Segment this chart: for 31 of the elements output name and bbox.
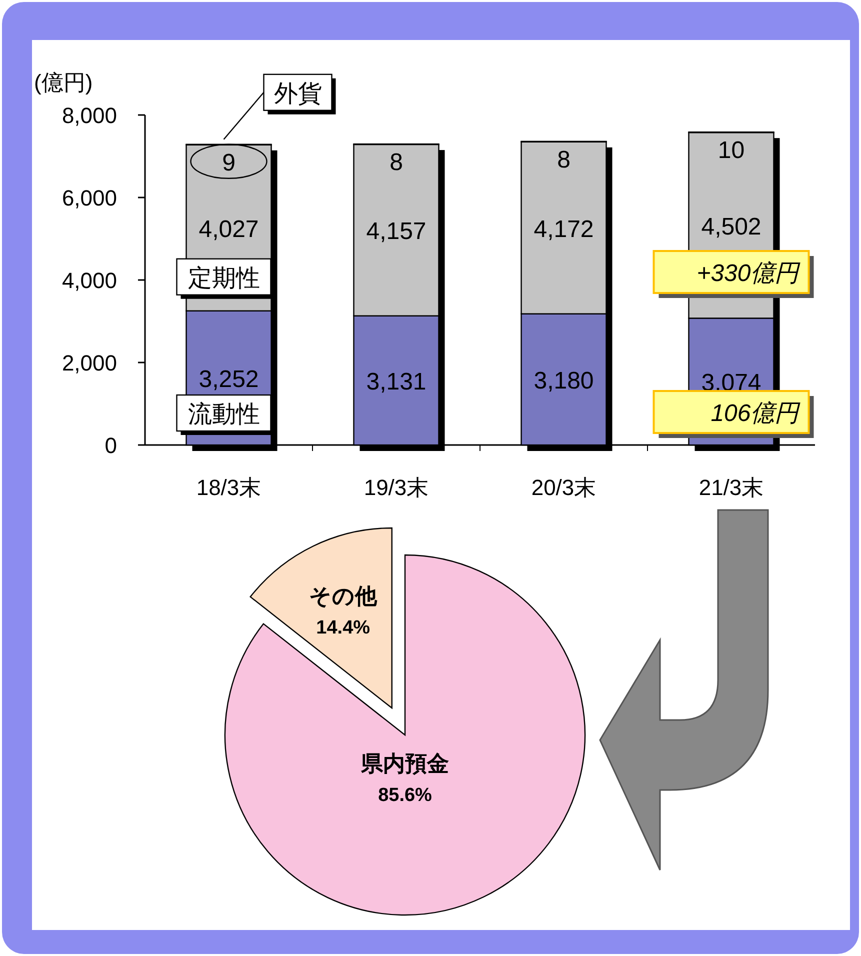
data-label: 8 xyxy=(557,146,570,174)
data-label: 4,172 xyxy=(534,216,594,243)
x-tick-label: 21/3末 xyxy=(698,475,764,500)
y-tick-label: 2,000 xyxy=(62,350,117,376)
data-label: 4,502 xyxy=(701,213,762,240)
data-label: 9 xyxy=(222,149,236,176)
data-label: 3,252 xyxy=(198,366,259,393)
slice-label: その他 xyxy=(309,584,378,609)
slice-label: 県内預金 xyxy=(360,751,449,776)
y-tick-label: 4,000 xyxy=(62,268,117,293)
annotation: +330億円 xyxy=(696,260,801,287)
data-label: 8 xyxy=(390,149,403,176)
data-label: 4,157 xyxy=(366,218,426,246)
y-tick-label: 8,000 xyxy=(62,103,117,128)
data-label: 85.6% xyxy=(378,785,432,806)
annotation: 106億円 xyxy=(710,400,801,427)
x-tick-label: 19/3末 xyxy=(364,475,429,500)
y-tick-label: 6,000 xyxy=(62,186,117,210)
series-label: 定期性 xyxy=(188,264,260,292)
data-label: 3,131 xyxy=(366,368,426,396)
x-tick-label: 18/3末 xyxy=(196,475,262,500)
y-tick-label: 0 xyxy=(104,433,117,458)
data-label: 3,074 xyxy=(701,370,762,397)
data-label: 14.4% xyxy=(316,618,370,639)
data-label: 4,027 xyxy=(198,216,259,243)
series-label: 流動性 xyxy=(188,401,260,428)
x-tick-label: 20/3末 xyxy=(531,475,596,500)
data-label: 3,180 xyxy=(534,367,594,394)
series-label: 外貨 xyxy=(274,80,322,108)
y-axis-title: (億円) xyxy=(34,70,93,95)
data-label: 10 xyxy=(718,137,745,164)
